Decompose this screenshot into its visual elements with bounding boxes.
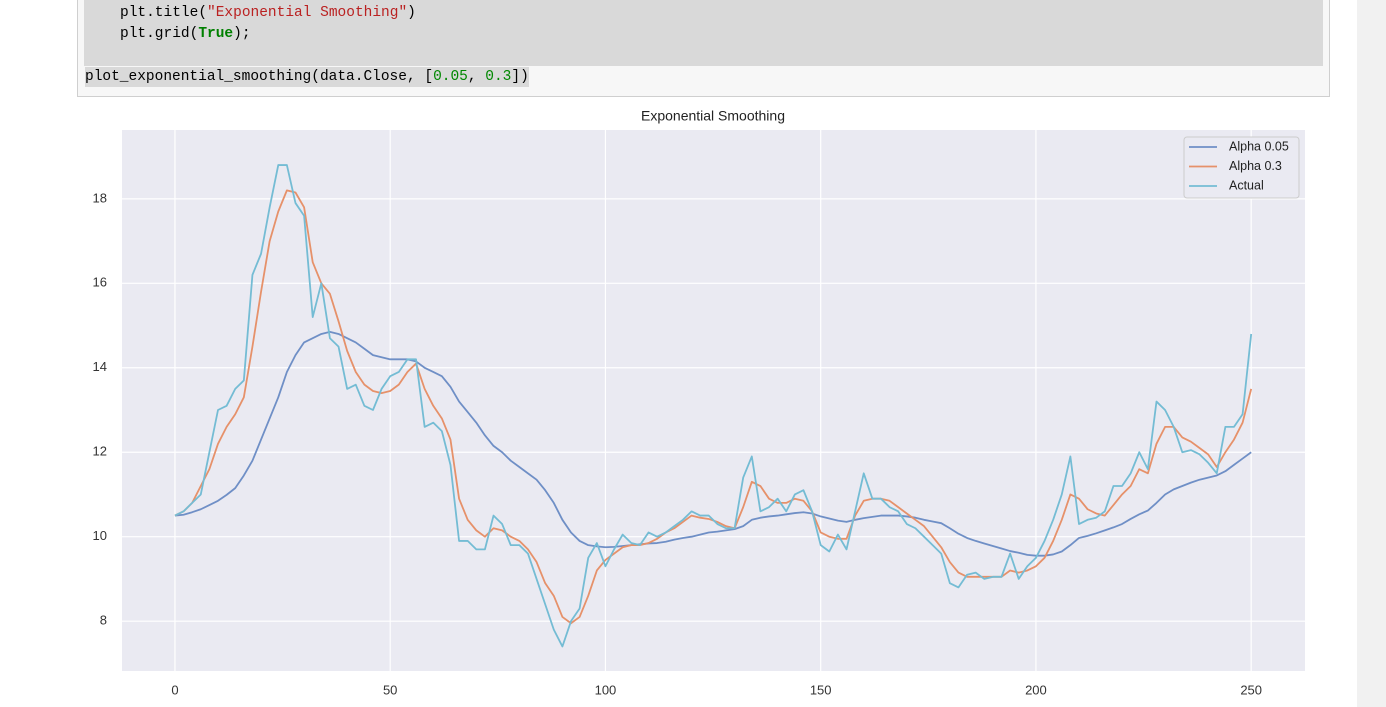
code-token: plt.grid( (120, 26, 199, 42)
code-number: 0.3 (485, 69, 512, 85)
legend: Alpha 0.05 Alpha 0.3 Actual (1183, 136, 1300, 199)
legend-label: Alpha 0.05 (1229, 139, 1289, 153)
code-token: , (467, 69, 486, 85)
code-background (84, 0, 1323, 66)
x-tick-label: 0 (171, 682, 178, 697)
x-tick-label: 200 (1025, 682, 1047, 697)
code-number: 0.05 (433, 69, 468, 85)
code-token: ]) (511, 69, 529, 85)
plot-area (122, 130, 1305, 671)
legend-label: Alpha 0.3 (1229, 159, 1282, 173)
series-line (174, 330, 1252, 557)
series-line (174, 164, 1253, 648)
x-tick-label: 150 (810, 682, 832, 697)
x-tick-label: 50 (383, 682, 397, 697)
code-token: ) (407, 5, 416, 21)
code-line: plt.title("Exponential Smoothing") (120, 3, 416, 23)
y-tick-label: 10 (93, 528, 107, 543)
code-token: ); (233, 26, 251, 42)
legend-label: Actual (1229, 178, 1264, 192)
code-line: plot_exponential_smoothing(data.Close, [… (85, 67, 529, 87)
code-token: plt.title( (120, 5, 208, 21)
y-tick-label: 16 (93, 275, 107, 290)
y-tick-label: 18 (93, 190, 107, 205)
code-string: "Exponential Smoothing" (207, 5, 408, 21)
y-tick-label: 12 (93, 444, 107, 459)
code-line: plt.grid(True); (120, 24, 251, 44)
code-token: plot_exponential_smoothing(data.Close, [ (85, 69, 434, 85)
x-tick-label: 250 (1240, 682, 1262, 697)
x-tick-label: 100 (595, 682, 617, 697)
code-keyword: True (198, 26, 234, 42)
y-tick-label: 8 (100, 613, 107, 628)
chart-title: Exponential Smoothing (641, 108, 785, 124)
scrollbar[interactable] (1357, 0, 1386, 707)
chart: Exponential Smoothing 8 10 12 14 16 18 0 50 100 1… (93, 108, 1305, 697)
y-tick-label: 14 (93, 359, 107, 374)
legend-box (1183, 136, 1300, 199)
